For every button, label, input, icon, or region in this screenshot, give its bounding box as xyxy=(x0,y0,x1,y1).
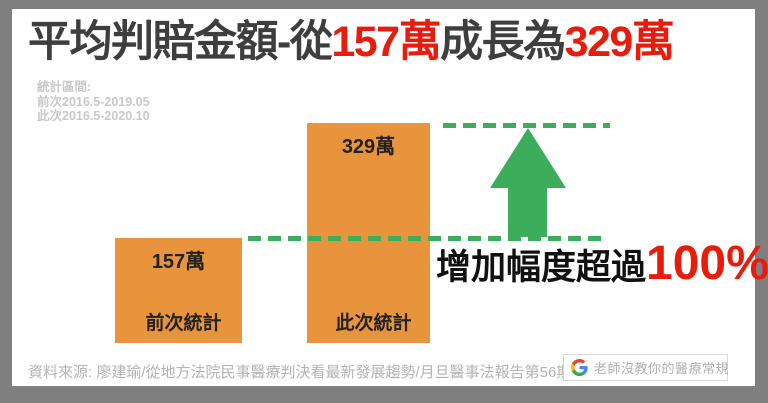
bar-current-stat: 329萬 此次統計 xyxy=(307,123,430,343)
bar-category-label: 前次統計 xyxy=(145,313,222,334)
page-title: 平均判賠金額-從157萬成長為329萬 xyxy=(28,18,675,67)
title-segment-dark-2: 成長為 xyxy=(440,18,566,66)
stats-period-previous-range: 前次2016.5-2019.05 xyxy=(37,94,150,109)
stats-period-heading: 統計區間: xyxy=(37,80,92,94)
growth-annotation-text: 增加幅度超過 xyxy=(436,248,647,287)
bar-category-label: 此次統計 xyxy=(335,313,412,334)
brand-badge: 老師沒教你的醫療常規 xyxy=(563,354,730,381)
upper-level-dashed-line xyxy=(443,123,610,128)
google-g-icon xyxy=(571,359,588,376)
source-citation: 資料來源: 廖建瑜/從地方法院民事醫療判決看最新發展趨勢/月旦醫事法報告第56期 xyxy=(28,364,572,381)
bar-value-label: 157萬 xyxy=(151,251,206,273)
bar-value-label: 329萬 xyxy=(341,136,396,158)
stats-period-note: 統計區間: 前次2016.5-2019.05 此次2016.5-2020.10 xyxy=(37,80,150,124)
brand-name: 老師沒教你的醫療常規 xyxy=(594,361,730,376)
title-segment-dark: 平均判賠金額-從 xyxy=(28,18,333,66)
lower-level-dashed-line xyxy=(248,236,608,241)
bar-previous-stat: 157萬 前次統計 xyxy=(115,238,242,343)
title-segment-red-157: 157萬 xyxy=(331,18,441,66)
title-segment-red-329: 329萬 xyxy=(564,18,675,66)
growth-annotation: 增加幅度超過100% xyxy=(436,239,768,300)
growth-up-arrow-icon xyxy=(490,128,566,237)
growth-annotation-percent: 100% xyxy=(646,237,768,290)
stats-period-current-range: 此次2016.5-2020.10 xyxy=(37,109,150,123)
